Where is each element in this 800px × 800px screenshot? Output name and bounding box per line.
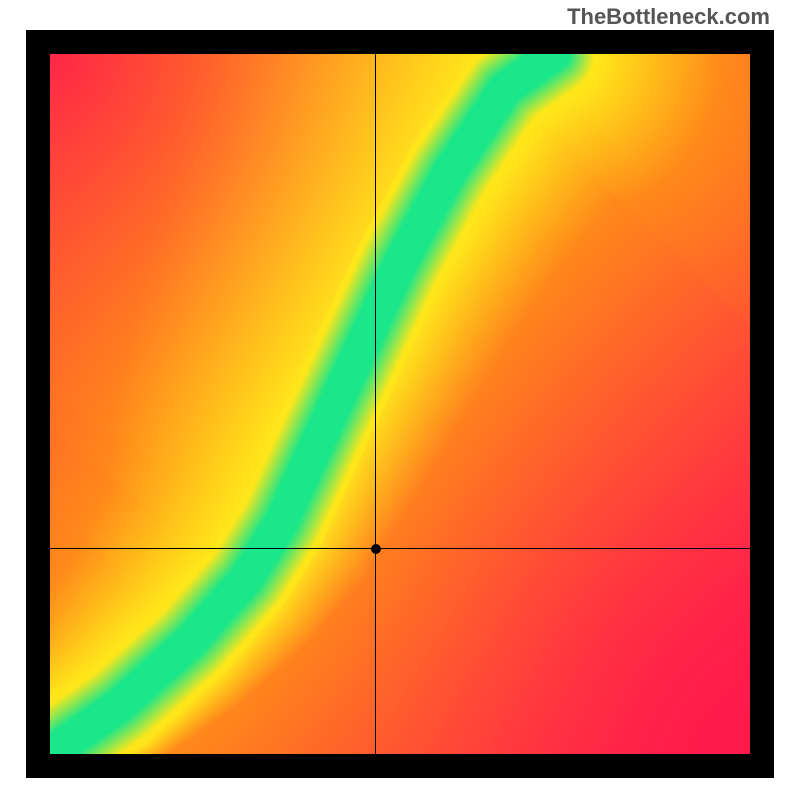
heatmap-canvas [50, 54, 750, 754]
crosshair-marker-dot [371, 544, 381, 554]
crosshair-horizontal [50, 548, 750, 549]
watermark-text: TheBottleneck.com [567, 4, 770, 30]
chart-container: TheBottleneck.com [0, 0, 800, 800]
crosshair-vertical [375, 54, 376, 754]
